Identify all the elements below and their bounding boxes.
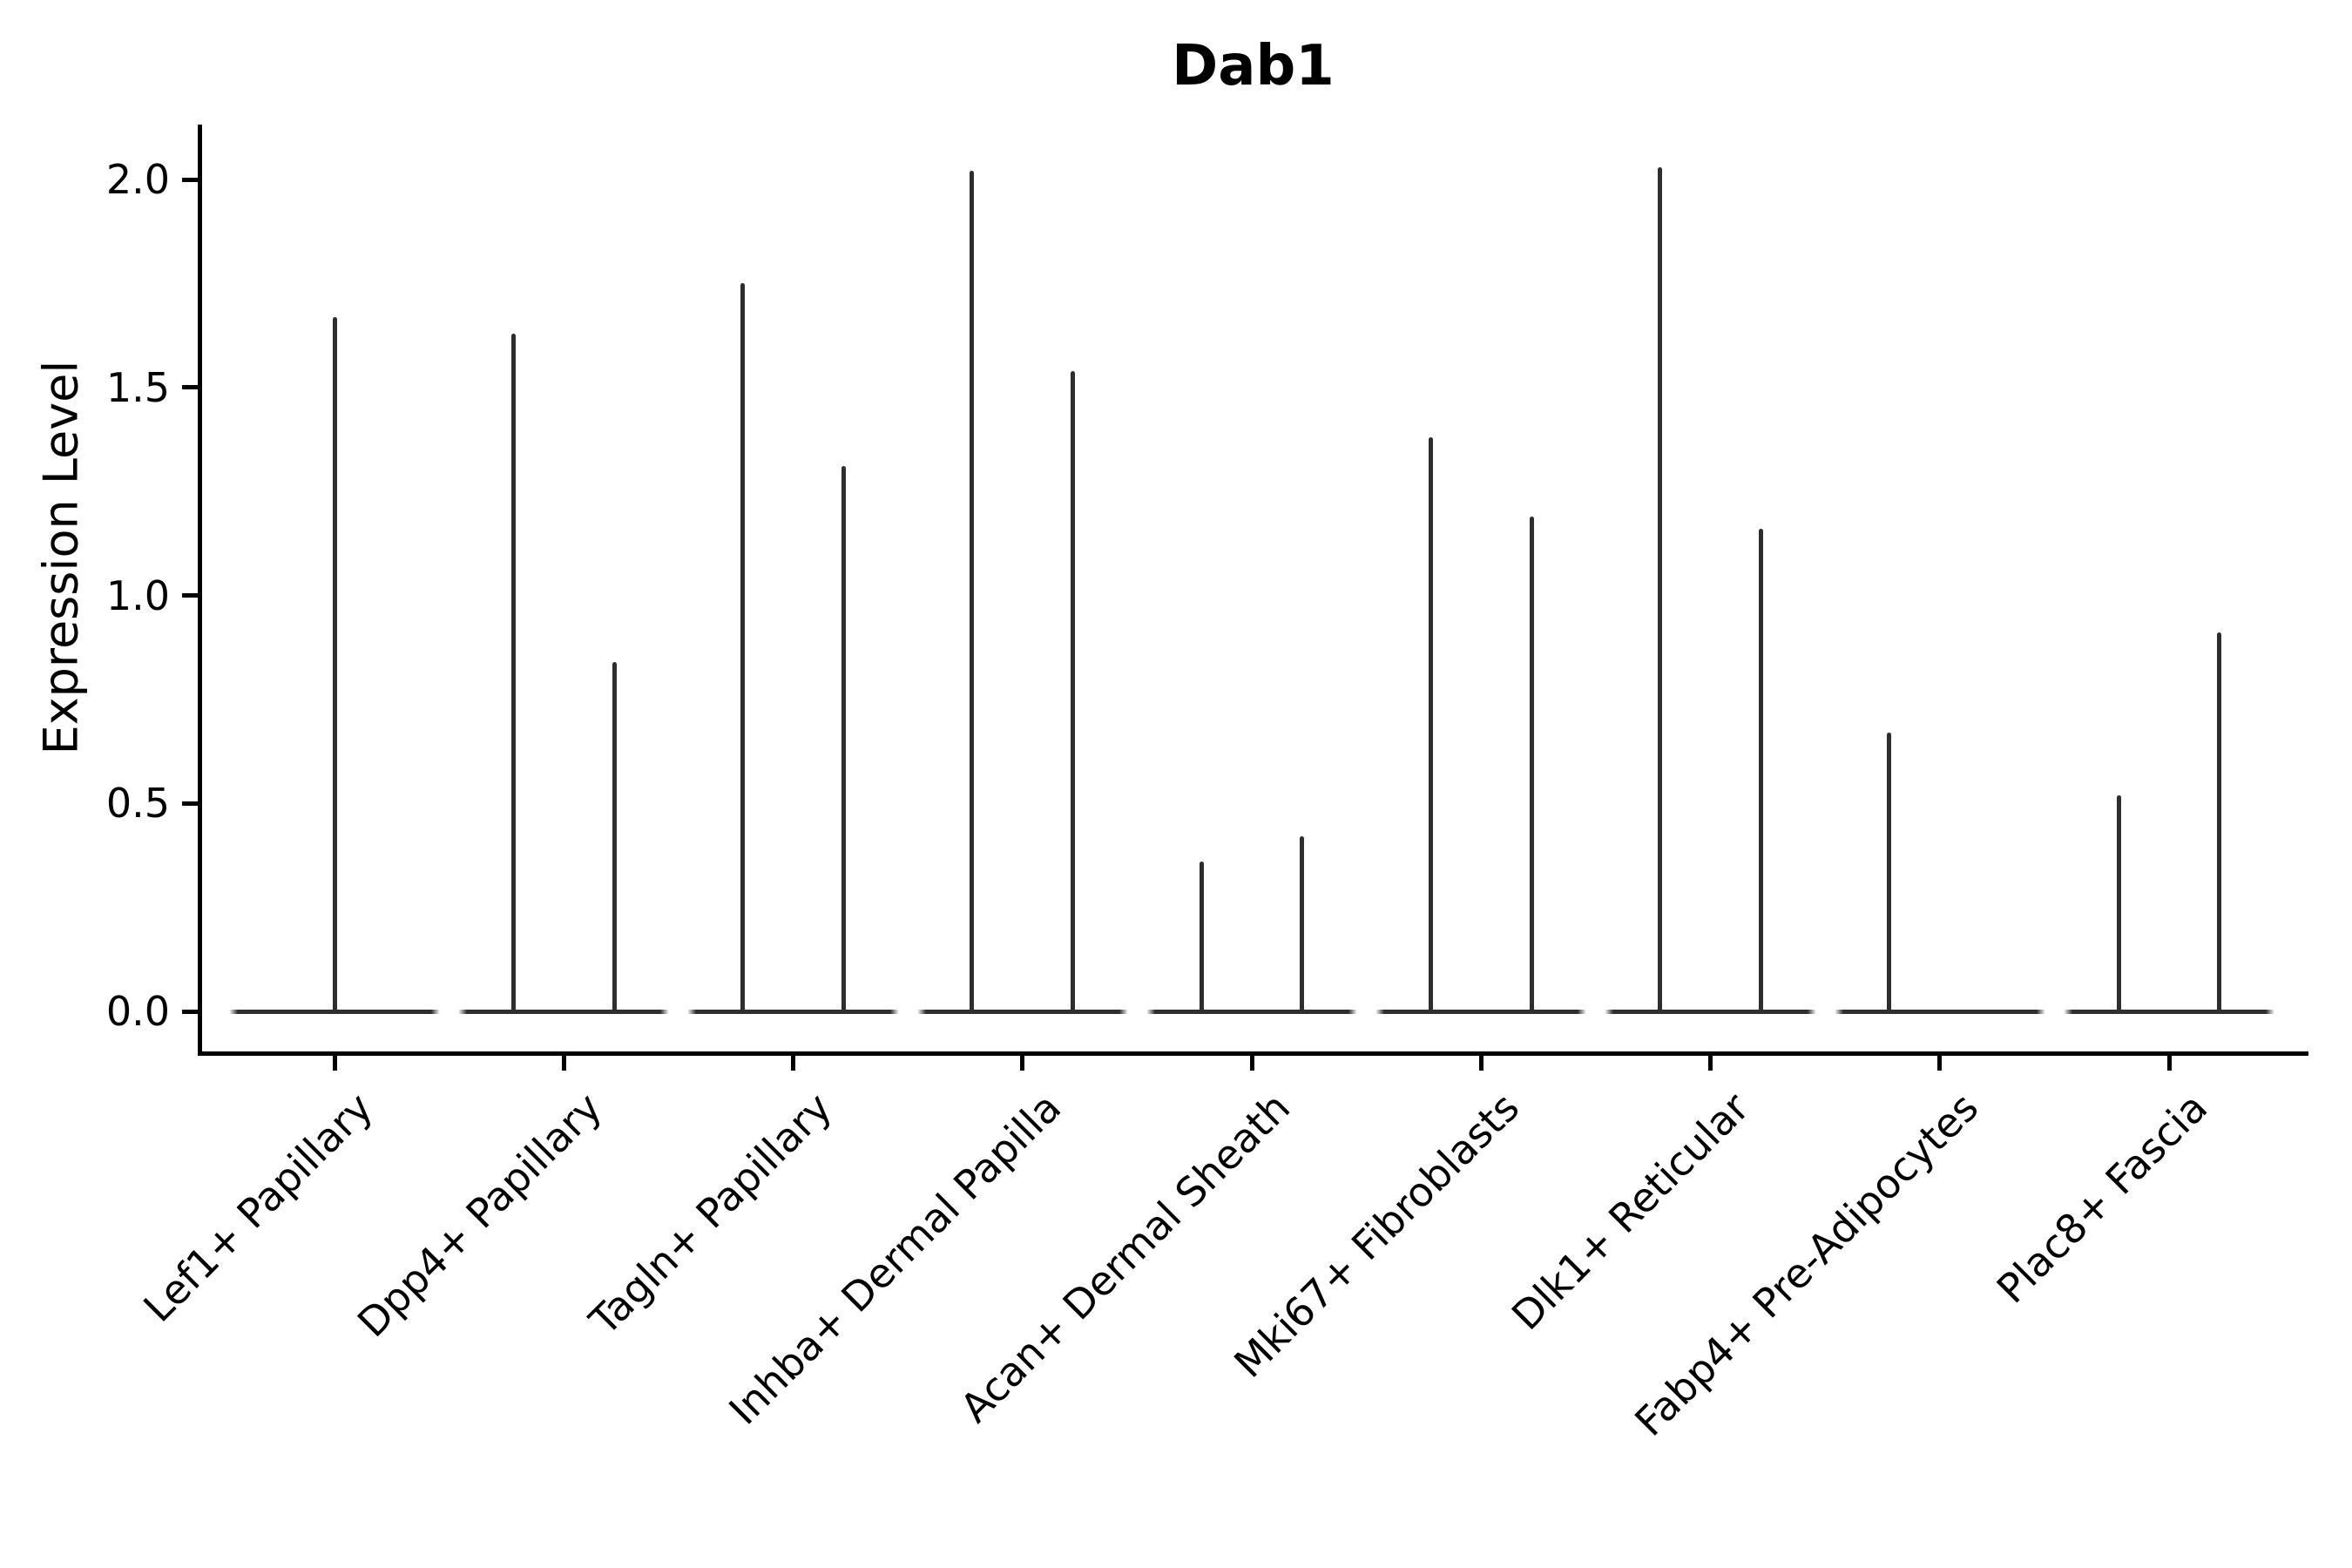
violin-spike (1529, 516, 1534, 1014)
violin-baseline (1146, 1009, 1358, 1014)
x-tick-mark (791, 1056, 795, 1071)
y-tick-mark (182, 1009, 198, 1014)
violin-spike (2116, 794, 2121, 1014)
y-tick-label: 0.0 (105, 988, 170, 1035)
x-tick-mark (2166, 1056, 2172, 1071)
x-tick-label-text: Lef1+ Papillary (134, 1084, 382, 1331)
x-tick-label-text: Plac8+ Fascia (1987, 1084, 2217, 1313)
violin-baseline (1375, 1009, 1587, 1014)
y-tick-mark (182, 593, 198, 598)
violin-baseline (687, 1009, 899, 1014)
violin-spike (970, 171, 975, 1014)
violin-baseline (2063, 1009, 2275, 1014)
violin-spike (510, 333, 516, 1014)
violin-spike (740, 283, 746, 1014)
x-axis-spine (198, 1051, 2308, 1056)
violin-spike (612, 661, 617, 1014)
y-tick-mark (182, 385, 198, 390)
y-axis-spine (198, 125, 202, 1056)
violin-spike (1658, 166, 1663, 1014)
chart-title: Dab1 (1172, 34, 1335, 98)
y-tick-mark (182, 801, 198, 806)
x-tick-mark (1020, 1056, 1025, 1071)
violin-spike (1428, 437, 1433, 1014)
violin-baseline (1605, 1009, 1816, 1014)
violin-spike (1199, 862, 1204, 1014)
x-tick-mark (1708, 1056, 1713, 1071)
x-tick-mark (1478, 1056, 1484, 1071)
violin-spike (1758, 529, 1763, 1014)
x-tick-label-text: Dlk1+ Reticular (1502, 1084, 1758, 1340)
x-tick-mark (1249, 1056, 1254, 1071)
y-tick-mark (182, 177, 198, 182)
violin-baseline (458, 1009, 670, 1014)
y-tick-label: 2.0 (105, 156, 170, 203)
violin-baseline (1834, 1009, 2045, 1014)
y-tick-label: 1.5 (105, 363, 170, 411)
x-tick-label-text: Tagln+ Papillary (579, 1084, 841, 1344)
y-tick-label: 0.5 (105, 780, 170, 828)
violin-spike (332, 316, 337, 1014)
y-tick-label: 1.0 (105, 571, 170, 619)
violin-spike (841, 466, 846, 1014)
violin-spike (1300, 836, 1305, 1014)
violin-baseline (916, 1009, 1128, 1014)
x-tick-mark (1937, 1056, 1943, 1071)
x-tick-mark (332, 1056, 337, 1071)
x-tick-mark (561, 1056, 566, 1071)
x-tick-label-text: Dpp4+ Papillary (348, 1084, 612, 1347)
violin-spike (1887, 733, 1892, 1014)
violin-spike (1071, 370, 1076, 1014)
violin-spike (2217, 632, 2222, 1014)
